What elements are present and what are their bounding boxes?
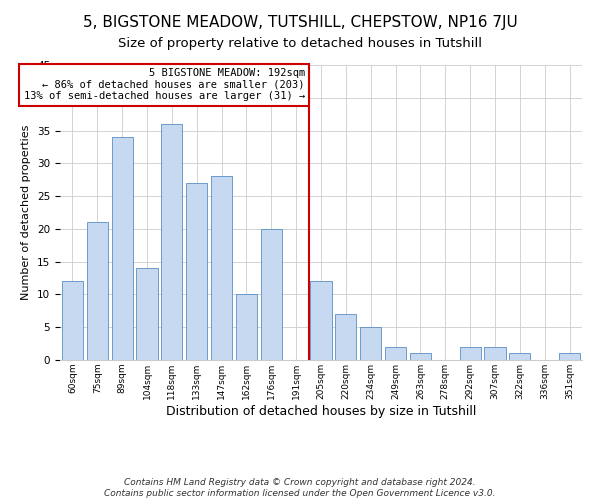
Bar bbox=[509, 354, 530, 360]
X-axis label: Distribution of detached houses by size in Tutshill: Distribution of detached houses by size … bbox=[166, 404, 476, 417]
Bar bbox=[186, 183, 207, 360]
Bar bbox=[335, 314, 356, 360]
Bar bbox=[261, 229, 282, 360]
Text: 5, BIGSTONE MEADOW, TUTSHILL, CHEPSTOW, NP16 7JU: 5, BIGSTONE MEADOW, TUTSHILL, CHEPSTOW, … bbox=[83, 15, 517, 30]
Bar bbox=[484, 347, 506, 360]
Bar bbox=[112, 137, 133, 360]
Bar bbox=[360, 327, 381, 360]
Text: Contains HM Land Registry data © Crown copyright and database right 2024.
Contai: Contains HM Land Registry data © Crown c… bbox=[104, 478, 496, 498]
Bar bbox=[559, 354, 580, 360]
Bar bbox=[310, 282, 332, 360]
Bar bbox=[385, 347, 406, 360]
Y-axis label: Number of detached properties: Number of detached properties bbox=[22, 125, 31, 300]
Bar bbox=[211, 176, 232, 360]
Bar bbox=[236, 294, 257, 360]
Bar bbox=[87, 222, 108, 360]
Bar bbox=[460, 347, 481, 360]
Text: 5 BIGSTONE MEADOW: 192sqm
← 86% of detached houses are smaller (203)
13% of semi: 5 BIGSTONE MEADOW: 192sqm ← 86% of detac… bbox=[23, 68, 305, 102]
Bar bbox=[62, 282, 83, 360]
Bar bbox=[161, 124, 182, 360]
Bar bbox=[410, 354, 431, 360]
Bar bbox=[136, 268, 158, 360]
Text: Size of property relative to detached houses in Tutshill: Size of property relative to detached ho… bbox=[118, 38, 482, 51]
